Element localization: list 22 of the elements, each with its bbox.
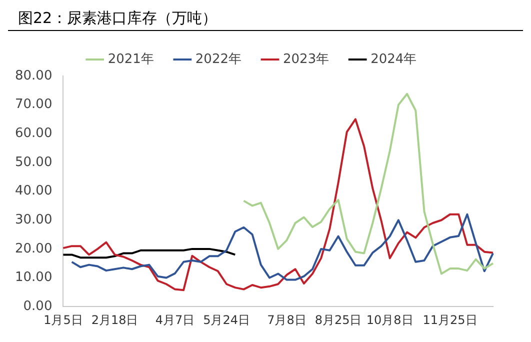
x-tick-label: 11月25日: [422, 312, 478, 327]
y-tick-label: 20.00: [15, 241, 52, 256]
x-tick-label: 7月8日: [267, 312, 306, 327]
legend-label: 2021年: [108, 52, 154, 67]
x-tick-label: 8月25日: [314, 312, 362, 327]
y-tick-label: 80.00: [15, 68, 52, 84]
y-tick-label: 70.00: [15, 97, 52, 112]
legend-label: 2023年: [283, 52, 330, 67]
y-tick-label: 10.00: [15, 270, 52, 286]
y-tick-label: 0.00: [23, 298, 52, 314]
y-tick-label: 60.00: [15, 126, 52, 142]
chart-title: 图22：尿素港口库存（万吨）: [8, 8, 523, 31]
x-tick-label: 4月7日: [155, 312, 195, 327]
x-tick-label: 10月8日: [366, 312, 414, 327]
x-tick-label: 2月18日: [91, 312, 138, 327]
y-tick-label: 50.00: [15, 154, 52, 170]
legend-label: 2022年: [195, 52, 242, 67]
y-tick-label: 30.00: [15, 212, 52, 228]
x-tick-label: 1月5日: [44, 312, 83, 327]
legend-label: 2024年: [370, 52, 417, 67]
y-tick-label: 40.00: [15, 184, 52, 199]
x-tick-label: 5月24日: [203, 312, 250, 327]
